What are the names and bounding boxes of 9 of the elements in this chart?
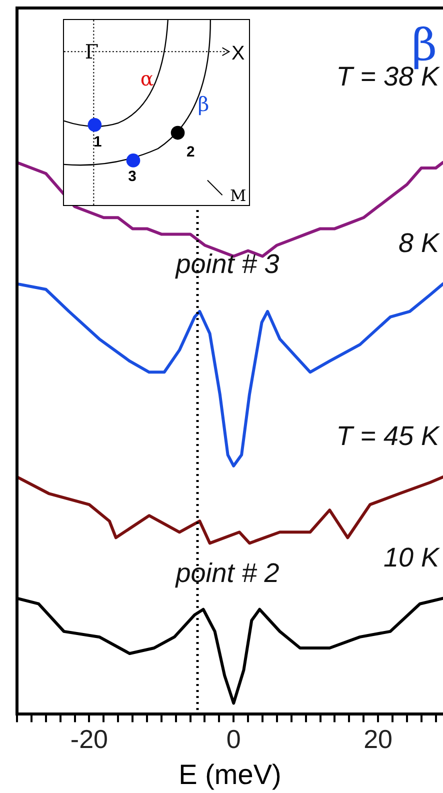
- series-label: T = 45 K: [336, 420, 440, 451]
- annotation: point # 3: [174, 248, 280, 279]
- x-tick-label: -20: [70, 724, 108, 754]
- series-label: 8 K: [398, 228, 440, 258]
- annotation: point # 2: [174, 558, 280, 588]
- x-tick-label: 20: [364, 724, 392, 754]
- series-label: 10 K: [383, 542, 440, 572]
- x-axis-title: E (meV): [178, 758, 282, 790]
- x-tick-label: 0: [226, 724, 241, 754]
